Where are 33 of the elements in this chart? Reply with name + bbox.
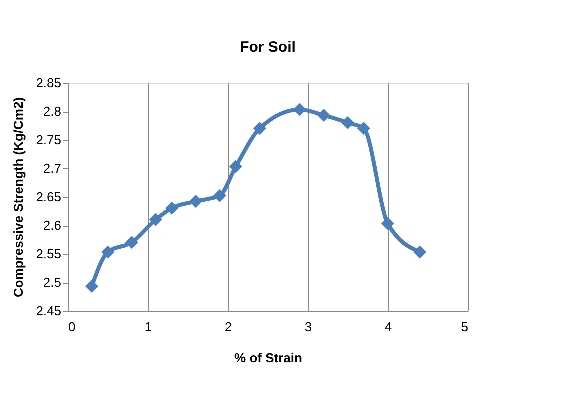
y-tick-label: 2.7: [43, 161, 62, 176]
point: [101, 246, 115, 259]
y-tick-label: 2.8: [43, 104, 62, 119]
point: [125, 236, 139, 250]
point: [229, 160, 243, 174]
y-tick-label: 2.55: [36, 246, 62, 262]
x-axis-title: % of Strain: [234, 350, 302, 366]
y-tick-label: 2.5: [43, 275, 62, 290]
point: [165, 202, 179, 215]
x-tick-label: 0: [68, 320, 76, 334]
y-axis-title: Compressive Strength (Kg/Cm2): [11, 97, 26, 298]
y-tick-label: 2.85: [36, 76, 62, 90]
point: [189, 195, 203, 208]
point: [253, 122, 267, 136]
point: [317, 108, 331, 122]
point: [341, 116, 355, 130]
y-tick-label: 2.75: [36, 132, 62, 148]
x-tick-label: 2: [224, 320, 232, 334]
x-tick-label: 1: [144, 320, 152, 334]
point: [381, 217, 395, 230]
point: [357, 122, 371, 136]
x-tick-label: 5: [461, 320, 468, 334]
y-tick-label: 2.6: [43, 218, 62, 233]
point: [413, 246, 427, 259]
point: [85, 280, 99, 294]
chart-title: For Soil: [240, 39, 296, 56]
point: [293, 103, 307, 116]
point: [149, 213, 163, 226]
y-tick-label: 2.65: [36, 190, 62, 204]
x-tick-label: 4: [384, 320, 392, 334]
x-tick-label: 3: [304, 320, 312, 334]
point: [213, 189, 227, 202]
y-tick-label: 2.45: [36, 304, 62, 318]
